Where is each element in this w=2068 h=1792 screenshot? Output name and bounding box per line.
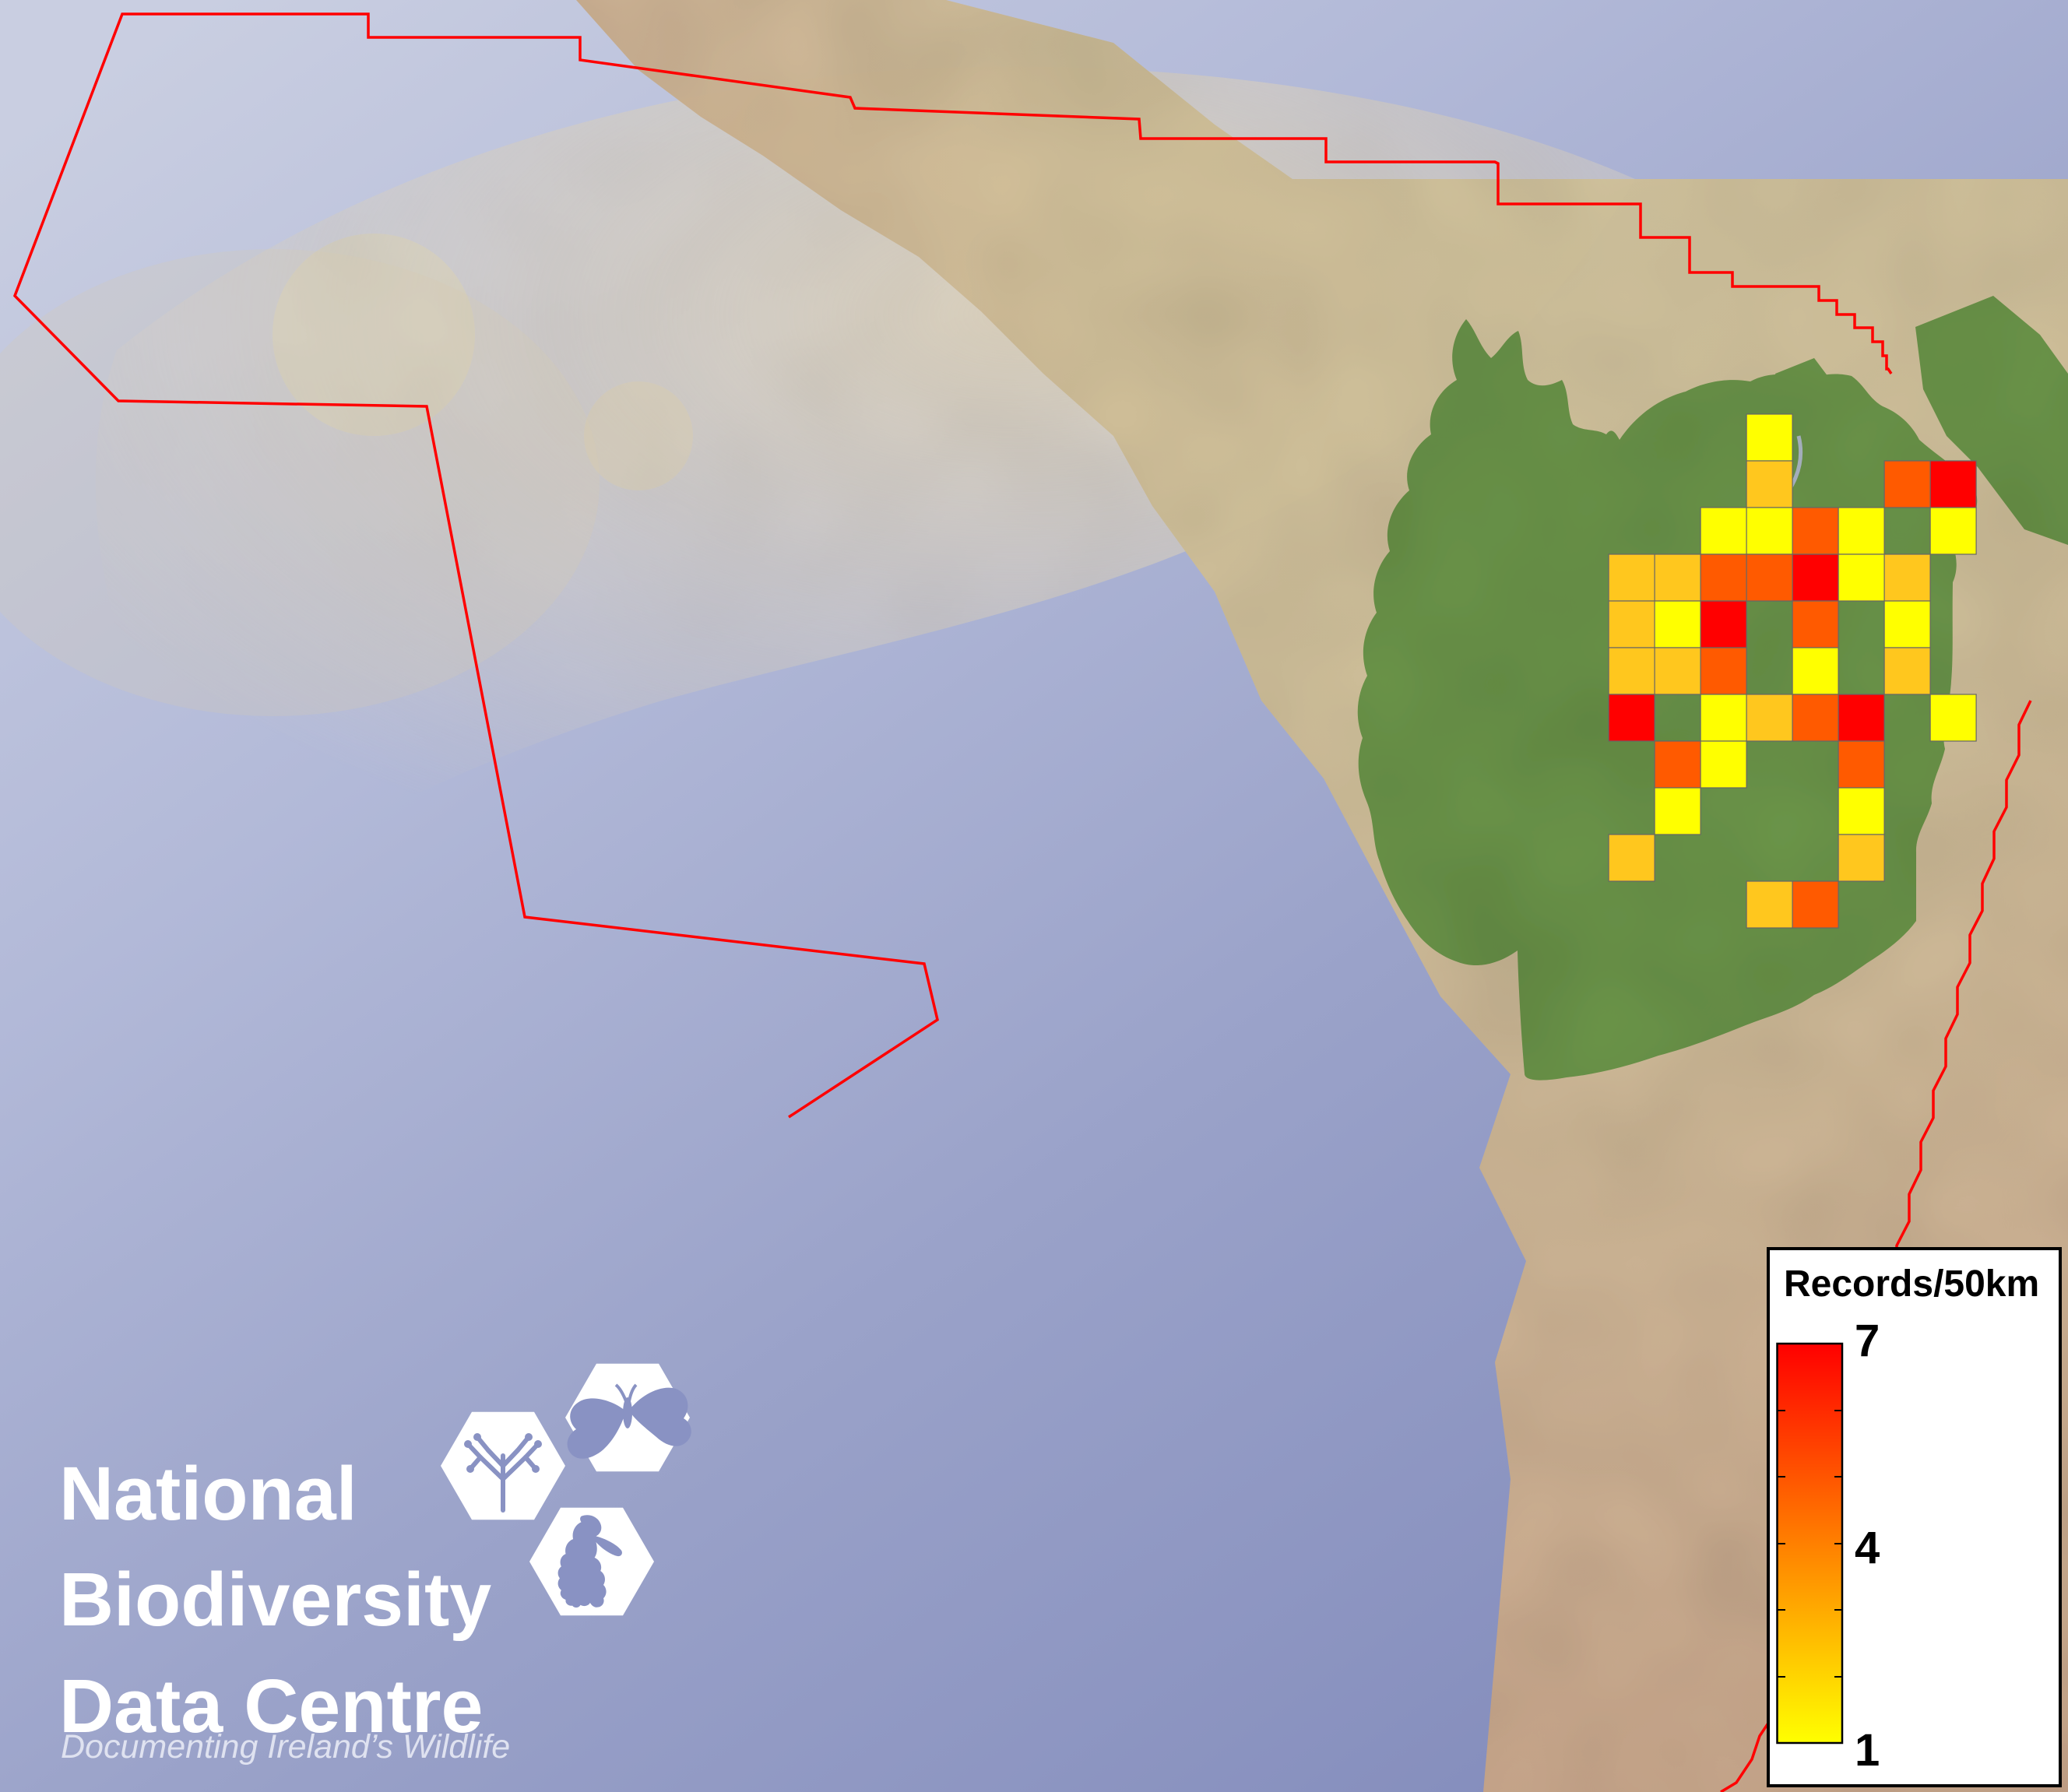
svg-text:4: 4 (1855, 1523, 1880, 1573)
svg-text:Records/50km: Records/50km (1784, 1263, 2039, 1305)
svg-text:National: National (59, 1451, 357, 1536)
svg-text:1: 1 (1855, 1725, 1880, 1776)
svg-text:Biodiversity: Biodiversity (59, 1557, 491, 1642)
svg-text:Documenting Ireland’s Wildlife: Documenting Ireland’s Wildlife (61, 1728, 510, 1766)
svg-text:7: 7 (1855, 1316, 1880, 1366)
